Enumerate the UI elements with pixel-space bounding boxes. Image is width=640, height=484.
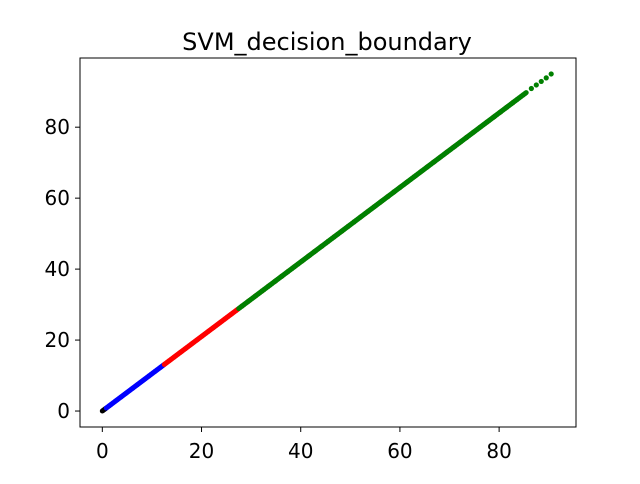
y-tick-label: 60 xyxy=(45,186,70,210)
data-point xyxy=(548,71,554,77)
data-point xyxy=(533,82,539,88)
y-tick-label: 20 xyxy=(45,328,70,352)
x-tick-label: 80 xyxy=(486,439,511,463)
data-point xyxy=(538,78,544,85)
axes: 0 20 40 60 80 0 20 40 60 80 xyxy=(45,57,577,463)
data-point xyxy=(523,90,529,96)
series-5 xyxy=(528,71,554,92)
series-1 xyxy=(103,362,167,411)
y-tick-label: 40 xyxy=(45,257,70,281)
data-point xyxy=(528,85,534,92)
x-tick-label: 60 xyxy=(387,439,412,463)
y-tick-label: 80 xyxy=(45,115,70,139)
x-tick-label: 40 xyxy=(288,439,313,463)
x-tick-label: 20 xyxy=(189,439,214,463)
x-tick-label: 0 xyxy=(96,439,109,463)
data-point xyxy=(543,75,549,81)
y-tick-label: 0 xyxy=(57,399,70,423)
axes-frame xyxy=(79,57,577,428)
series-4 xyxy=(236,90,529,312)
plot-area xyxy=(99,71,554,414)
chart-title: SVM_decision_boundary xyxy=(182,28,472,56)
